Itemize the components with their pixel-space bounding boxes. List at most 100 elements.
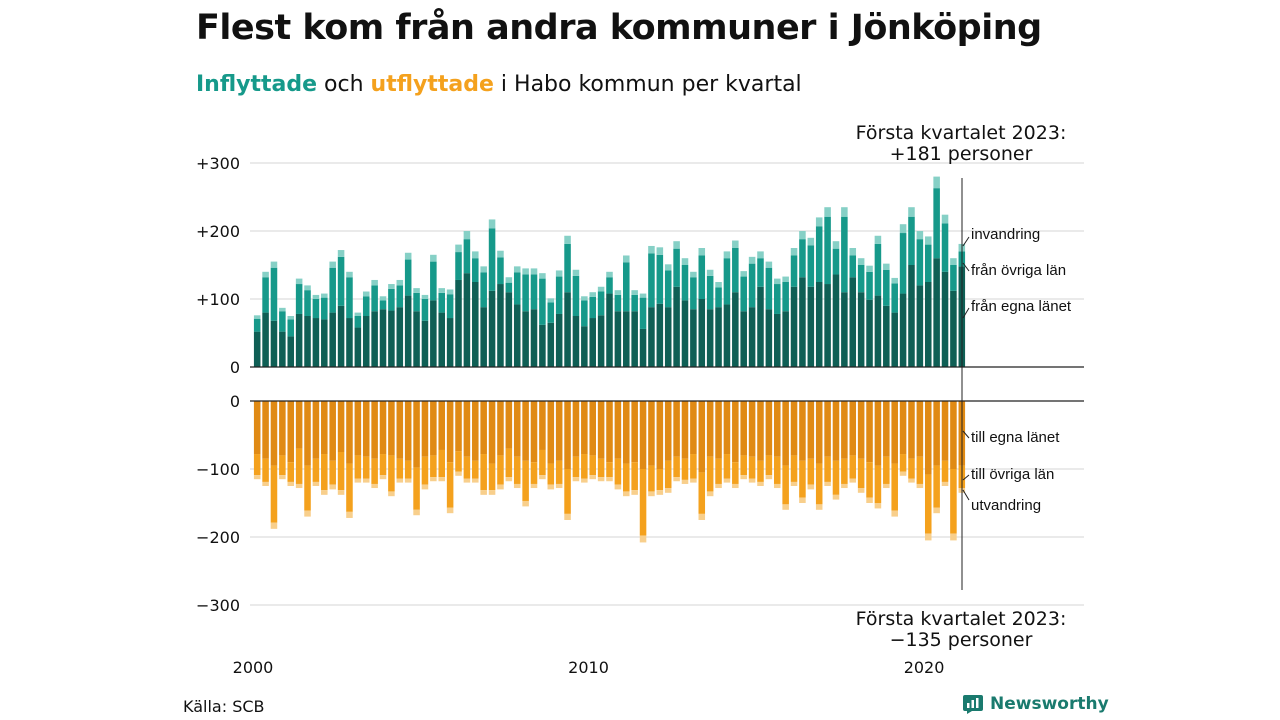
bar-out-ovriga [270,465,278,523]
bar-out-utvandring [455,471,462,476]
bar-out-egna [371,401,378,459]
bar-in-ovriga [438,292,446,313]
bar-in-egna [765,309,773,367]
bar-out-ovriga [312,458,320,482]
bar-in-ovriga [362,296,370,316]
bar-out-utvandring [698,513,706,520]
bar-out-ovriga [463,456,471,479]
bar-out-ovriga [304,465,311,511]
bar-in-egna [698,299,706,367]
bar-in-ovriga [916,239,924,286]
bar-in-invandring [413,288,420,293]
bar-in-invandring [505,277,513,283]
bar-out-utvandring [413,509,420,516]
bar-out-egna [673,401,680,457]
bar-out-egna [698,401,706,473]
bar-in-ovriga [555,276,563,314]
bar-in-invandring [891,277,898,284]
annotation-top-line2: +181 personer [890,143,1033,165]
bar-out-egna [547,401,555,464]
bar-in-ovriga [690,277,697,310]
bar-out-utvandring [430,477,437,482]
x-tick-label: 2000 [233,658,274,677]
bar-in-ovriga [681,265,689,301]
bar-out-utvandring [371,483,378,489]
bar-in-ovriga [664,270,672,308]
bar-out-utvandring [732,483,739,489]
bar-out-egna [606,401,613,463]
bar-in-egna [312,318,320,367]
bar-out-egna [379,401,387,455]
bar-in-invandring [480,266,487,273]
bar-out-utvandring [572,477,580,482]
bar-out-egna [421,401,429,457]
bar-in-invandring [773,278,781,285]
bar-in-egna [899,293,907,367]
bar-in-invandring [874,235,882,244]
legend-tick-till-egna [962,430,970,439]
annotation-bottom-line1: Första kvartalet 2023: [856,608,1067,630]
bar-in-invandring [723,251,731,259]
bar-in-egna [555,313,563,367]
bar-in-egna [295,313,303,367]
bar-in-ovriga [623,262,630,312]
bar-out-egna [455,401,462,452]
bar-out-utvandring [379,475,387,480]
bar-out-egna [253,401,261,455]
bar-out-utvandring [849,478,857,483]
bar-out-ovriga [530,462,538,484]
bar-out-utvandring [564,513,571,520]
bar-in-invandring [623,255,630,263]
y-tick-label-bottom: −300 [196,596,240,615]
bar-in-egna [815,282,823,367]
x-tick-label: 2010 [568,658,609,677]
legend-tick-till-ovriga [962,474,970,481]
bar-out-egna [799,401,806,461]
bar-in-invandring [337,250,345,257]
bar-out-utvandring [908,478,915,483]
bar-out-egna [899,401,907,455]
bar-in-ovriga [513,272,521,305]
bar-out-egna [933,401,940,466]
bar-out-utvandring [555,483,563,489]
bar-in-egna [799,277,806,367]
bar-out-egna [312,401,320,459]
bar-out-ovriga [295,448,303,484]
bar-in-invandring [346,271,353,278]
bar-in-egna [379,309,387,367]
bar-in-egna [446,318,454,367]
bar-in-ovriga [748,263,756,308]
bar-out-ovriga [639,469,647,536]
bar-in-invandring [899,224,907,234]
bar-out-ovriga [807,458,815,485]
bar-out-ovriga [924,474,932,534]
bar-in-ovriga [950,265,957,291]
bar-out-utvandring [782,504,789,510]
bar-out-utvandring [547,484,555,490]
bar-in-invandring [262,271,269,278]
bar-in-ovriga [606,277,613,294]
bar-in-ovriga [815,226,823,282]
bar-out-utvandring [773,483,781,489]
bar-in-egna [388,310,395,367]
bar-in-invandring [799,231,806,240]
bar-in-ovriga [279,311,286,332]
bar-out-egna [530,401,538,463]
bar-out-utvandring [757,481,764,486]
bar-in-invandring [304,285,311,291]
bar-out-egna [941,401,949,461]
bar-in-ovriga [337,256,345,306]
bar-out-utvandring [488,490,496,495]
bar-in-invandring [832,241,840,249]
bar-out-egna [924,401,932,475]
bar-out-egna [866,401,873,463]
bar-out-egna [765,401,773,456]
bar-in-invandring [673,241,680,249]
bar-in-egna [362,316,370,367]
legend-label-utvandring: utvandring [971,497,1041,514]
bar-out-utvandring [463,478,471,483]
bar-out-egna [287,401,295,463]
bar-out-ovriga [522,460,529,501]
bar-in-invandring [950,258,957,265]
bar-out-egna [874,401,882,466]
